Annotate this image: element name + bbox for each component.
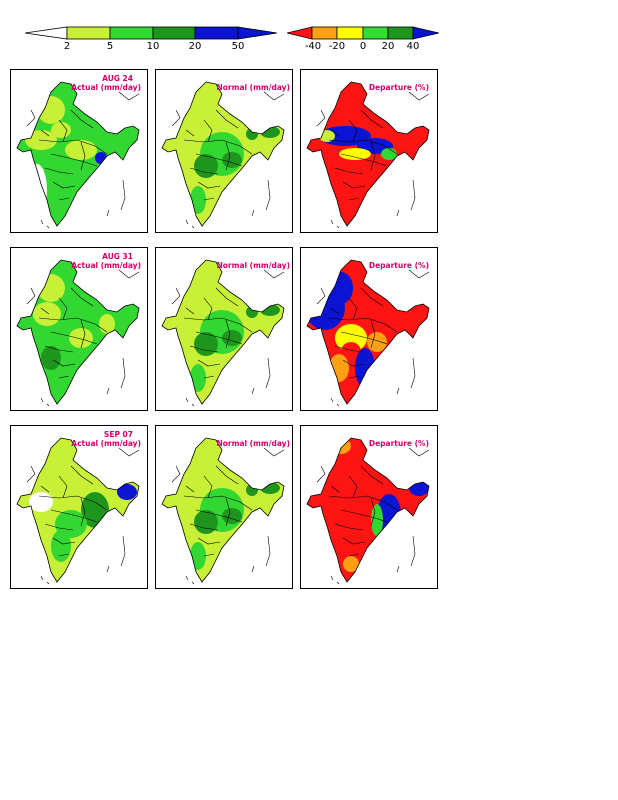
panel-title: Normal (mm/day): [216, 439, 291, 448]
map-panel-normal: Normal (mm/day): [155, 69, 293, 233]
panel-title: Departure (%): [368, 83, 429, 92]
map-panel-normal: Normal (mm/day): [155, 247, 293, 411]
panel-date: SEP 07: [103, 430, 133, 439]
panel-title: Normal (mm/day): [216, 83, 291, 92]
india-map: [306, 259, 430, 407]
departure-colorbar-tick: 40: [406, 41, 420, 52]
departure-colorbar-tick: -40: [304, 41, 322, 52]
india-map: [16, 259, 140, 407]
map-panel-normal: Normal (mm/day): [155, 425, 293, 589]
departure-colorbar-tick: -20: [328, 41, 346, 52]
actual-colorbar-tick: 5: [106, 41, 114, 52]
map-panel-actual: AUG 31 Actual (mm/day): [10, 247, 148, 411]
panel-title: Departure (%): [368, 439, 429, 448]
map-panel-departure: Departure (%): [300, 425, 438, 589]
india-map: [16, 81, 140, 229]
panel-date: AUG 24: [102, 74, 133, 83]
departure-colorbar-tick: 20: [381, 41, 395, 52]
panel-title: Departure (%): [368, 261, 429, 270]
india-map: [161, 259, 285, 407]
panel-title: Actual (mm/day): [71, 83, 141, 92]
india-map: [306, 81, 430, 229]
departure-colorbar-tick: 0: [359, 41, 367, 52]
map-panel-departure: Departure (%): [300, 69, 438, 233]
map-panel-actual: AUG 24 Actual (mm/day): [10, 69, 148, 233]
map-panel-departure: Departure (%): [300, 247, 438, 411]
panel-title: Actual (mm/day): [71, 261, 141, 270]
actual-colorbar-tick: 10: [146, 41, 160, 52]
departure-colorbar: [287, 26, 439, 40]
india-map: [306, 437, 430, 585]
india-map: [161, 437, 285, 585]
actual-colorbar: [25, 26, 277, 40]
panel-date: AUG 31: [102, 252, 133, 261]
map-panel-actual: SEP 07 Actual (mm/day): [10, 425, 148, 589]
panel-title: Actual (mm/day): [71, 439, 141, 448]
panel-title: Normal (mm/day): [216, 261, 291, 270]
actual-colorbar-tick: 2: [63, 41, 71, 52]
actual-colorbar-tick: 20: [188, 41, 202, 52]
actual-colorbar-tick: 50: [231, 41, 245, 52]
india-map: [16, 437, 140, 585]
india-map: [161, 81, 285, 229]
